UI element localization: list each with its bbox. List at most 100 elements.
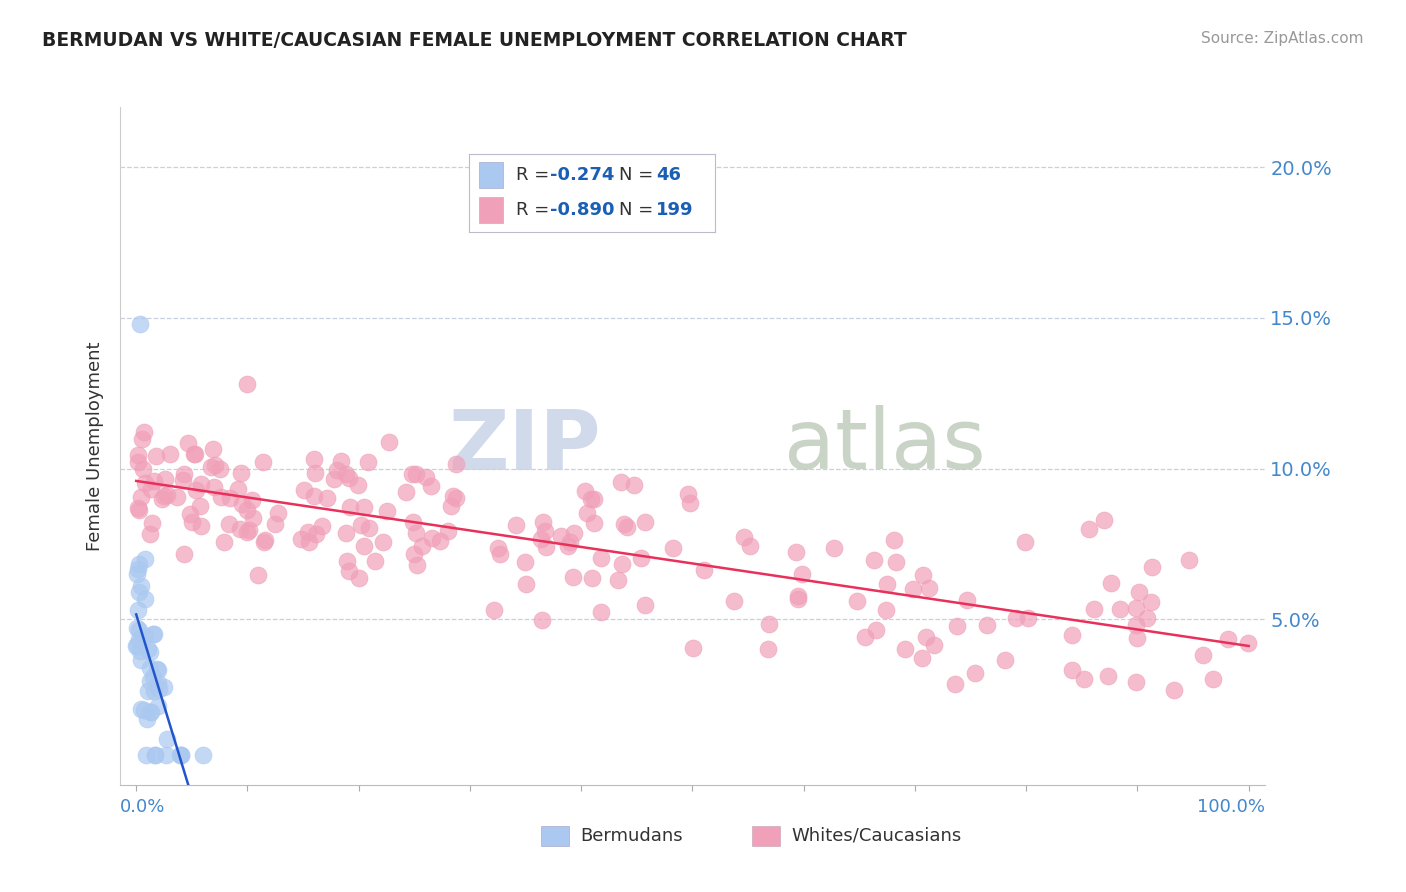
Point <box>1060 628 1083 642</box>
Point <box>536 540 558 554</box>
Point <box>505 518 527 533</box>
Point <box>142 684 165 698</box>
Point <box>489 547 512 561</box>
Point <box>1237 636 1260 650</box>
Point <box>134 552 156 566</box>
Text: R =: R = <box>516 166 555 184</box>
Point <box>240 493 263 508</box>
Point <box>143 747 166 762</box>
Point <box>1101 575 1123 590</box>
Point <box>676 487 699 501</box>
Point <box>128 584 150 599</box>
Text: R =: R = <box>516 201 555 219</box>
Point <box>562 525 585 540</box>
Point <box>679 496 702 510</box>
Point <box>146 662 169 676</box>
Point <box>254 533 277 548</box>
Point <box>166 490 188 504</box>
Point <box>623 478 645 492</box>
Point <box>446 491 468 506</box>
Point <box>231 466 253 480</box>
Point <box>406 558 429 572</box>
Text: Source: ZipAtlas.com: Source: ZipAtlas.com <box>1201 31 1364 46</box>
Point <box>339 471 361 485</box>
Point <box>581 571 603 585</box>
Point <box>401 467 423 481</box>
Point <box>1136 610 1159 624</box>
Point <box>786 592 808 607</box>
Point <box>1077 522 1099 536</box>
Point <box>173 467 195 482</box>
Point <box>1125 675 1147 690</box>
Point <box>127 455 149 469</box>
Point <box>246 568 269 582</box>
Point <box>911 568 934 582</box>
Point <box>148 681 170 696</box>
Point <box>444 457 467 471</box>
Point <box>616 520 638 534</box>
Point <box>142 627 165 641</box>
Text: ZIP: ZIP <box>449 406 600 486</box>
Point <box>139 673 162 688</box>
Point <box>740 539 762 553</box>
Point <box>143 747 166 762</box>
Point <box>589 605 612 619</box>
Point <box>125 566 148 581</box>
Point <box>335 526 357 541</box>
Point <box>134 592 156 607</box>
Point <box>486 541 509 555</box>
Point <box>141 482 163 496</box>
Point <box>883 533 905 548</box>
Point <box>132 703 155 717</box>
Point <box>1083 602 1105 616</box>
Point <box>267 506 290 520</box>
Point <box>785 545 807 559</box>
Point <box>336 554 359 568</box>
Point <box>290 532 312 546</box>
Point <box>184 483 207 498</box>
Point <box>893 642 915 657</box>
Point <box>420 478 443 492</box>
Point <box>1073 672 1095 686</box>
Point <box>125 621 148 635</box>
Point <box>134 630 156 644</box>
Point <box>128 503 150 517</box>
Point <box>790 567 813 582</box>
Point <box>557 540 579 554</box>
Point <box>190 476 212 491</box>
Point <box>141 705 163 719</box>
Point <box>315 491 337 505</box>
Point <box>353 500 375 515</box>
Point <box>364 554 387 568</box>
Point <box>918 581 941 595</box>
Point <box>1178 553 1201 567</box>
Point <box>129 579 152 593</box>
Point <box>304 466 326 480</box>
Point <box>202 442 225 456</box>
Point <box>139 645 162 659</box>
Point <box>823 541 845 556</box>
Point <box>146 676 169 690</box>
Point <box>1163 683 1185 698</box>
Point <box>353 539 375 553</box>
Point <box>190 518 212 533</box>
Text: -0.890: -0.890 <box>550 201 614 219</box>
Point <box>127 501 149 516</box>
Point <box>530 532 553 546</box>
Point <box>150 491 173 506</box>
Point <box>533 524 555 539</box>
Point <box>723 593 745 607</box>
Point <box>148 663 170 677</box>
Point <box>236 503 259 517</box>
Point <box>1140 560 1163 574</box>
Point <box>347 571 370 585</box>
Point <box>589 550 612 565</box>
Point <box>1125 601 1147 615</box>
Point <box>583 516 606 530</box>
Point <box>180 516 202 530</box>
Point <box>513 555 536 569</box>
Point <box>139 526 162 541</box>
Point <box>184 447 207 461</box>
Text: Bermudans: Bermudans <box>581 827 683 845</box>
Point <box>226 482 249 496</box>
